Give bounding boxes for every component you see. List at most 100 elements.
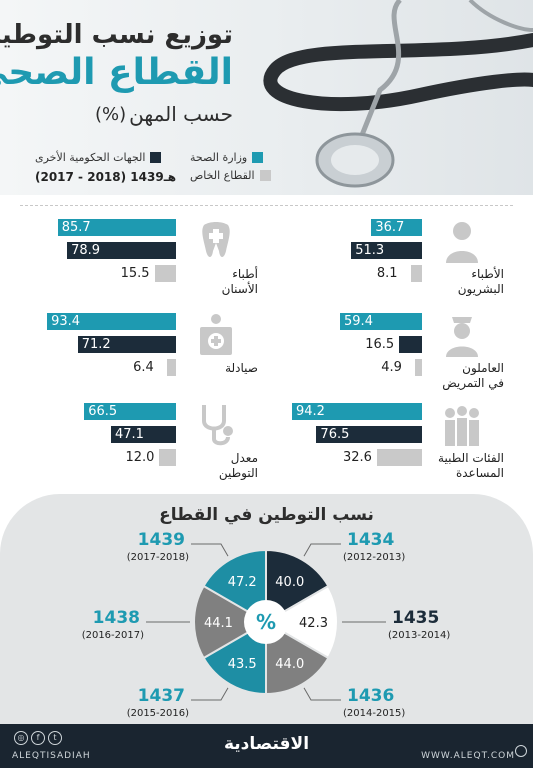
bar-3-series-2 — [399, 336, 422, 353]
pie-slice-label: 43.5 — [228, 657, 257, 672]
leader-line — [191, 543, 229, 557]
leader-line — [191, 687, 229, 701]
footer-logo: الاقتصادية — [223, 734, 310, 754]
pharmacy-icon — [194, 311, 238, 363]
bar-label: 12.0 — [125, 450, 155, 465]
pie-year: 1434 — [347, 530, 395, 551]
pie-slice-label: 44.0 — [275, 657, 304, 672]
category-label: أطباء الأسنان — [221, 267, 258, 296]
footer-site[interactable]: WWW.ALEQT.COM — [421, 751, 515, 761]
bar-label: 78.9 — [71, 243, 101, 258]
pie-slice-label: 47.2 — [228, 575, 257, 590]
nurse-icon — [440, 311, 484, 363]
category-label: الفئات الطبية المساعدة — [438, 451, 504, 480]
tooth-icon — [194, 217, 238, 269]
bar-3-series-1 — [340, 313, 422, 330]
leader-line — [303, 543, 341, 557]
pie-title: نسب التوطين في القطاع — [159, 505, 374, 525]
pie-year-range: (2015-2016) — [126, 707, 189, 719]
bar-2-series-1 — [57, 219, 176, 236]
bar-2-series-3 — [154, 265, 176, 282]
bar-1-series-3 — [410, 265, 422, 282]
bar-label: 47.1 — [115, 427, 144, 442]
category-label: الأطباء البشريون — [457, 267, 504, 296]
legend-private-label: القطاع الخاص — [190, 169, 255, 182]
legend-moh-swatch — [252, 152, 264, 163]
pie-year-range: (2013-2014) — [388, 630, 451, 641]
pie-slice-1437 — [202, 620, 267, 696]
instagram-icon[interactable]: ◎ — [14, 731, 28, 745]
pie-chart: 40.0 42.3 44.0 43.5 44.1 47.2% — [146, 543, 386, 701]
bar-label: 36.7 — [375, 220, 405, 235]
bar-label: 66.5 — [88, 404, 118, 419]
title-line2: القطاع الصحي — [0, 52, 233, 93]
pie-center — [244, 600, 288, 644]
bar-5-series-3 — [377, 449, 422, 466]
bar-label: 15.5 — [120, 266, 150, 281]
category-label: العاملون في التمريض — [442, 361, 504, 390]
pie-year: 1435 — [392, 608, 440, 628]
globe-icon — [515, 745, 527, 757]
footer: ◎ f t ALEQTISADIAH الاقتصادية WWW.ALEQT.… — [0, 724, 533, 768]
bar-6-series-3 — [159, 449, 176, 466]
bar-5-series-2 — [316, 426, 422, 443]
bar-label: 93.4 — [51, 314, 81, 329]
bar-label: 76.5 — [320, 427, 350, 442]
pie-center-label: % — [256, 610, 276, 634]
stethoscope-icon — [194, 401, 238, 453]
pie-slice-label: 44.1 — [204, 616, 233, 631]
pie-year: 1436 — [347, 685, 395, 706]
pie-year: 1437 — [137, 685, 185, 706]
bar-1-series-1 — [371, 219, 422, 236]
bar-label: 32.6 — [343, 450, 372, 465]
bar-4-series-1 — [47, 313, 176, 330]
bar-label: 4.9 — [381, 360, 402, 375]
pie-year: 1439 — [137, 530, 185, 551]
bar-label: 94.2 — [296, 404, 325, 419]
legend-gov: الجهات الحكومية الأخرى — [35, 151, 162, 164]
bar-label: 85.7 — [61, 220, 91, 235]
pie-slice-label: 40.0 — [275, 575, 304, 590]
twitter-icon[interactable]: t — [48, 731, 62, 745]
legend-gov-label: الجهات الحكومية الأخرى — [35, 151, 146, 164]
staff-icon — [440, 401, 484, 453]
bar-2-series-2 — [67, 242, 176, 259]
pie-year: 1438 — [92, 608, 140, 628]
bar-label: 6.4 — [133, 360, 154, 375]
leader-line — [303, 687, 341, 701]
pie-year-range: (2017-2018) — [126, 552, 189, 564]
bar-6-series-2 — [111, 426, 176, 443]
title-line3: حسب المهن — [129, 102, 233, 126]
pie-year-range: (2012-2013) — [343, 552, 406, 564]
pie-year-range: (2014-2015) — [343, 707, 406, 719]
title-line1: توزيع نسب التوطين في — [0, 20, 233, 50]
pie-slice-1434 — [265, 548, 330, 624]
facebook-icon[interactable]: f — [31, 731, 45, 745]
bar-label: 71.2 — [81, 337, 111, 352]
category-label: معدل التوطين — [218, 451, 258, 480]
legend-private-swatch — [259, 170, 271, 181]
bar-4-series-3 — [167, 359, 176, 376]
bar-label: 16.5 — [365, 337, 395, 352]
legend-moh: وزارة الصحة — [190, 151, 264, 164]
bar-3-series-3 — [415, 359, 422, 376]
stethoscope-photo — [263, 0, 533, 188]
bar-label: 59.4 — [344, 314, 373, 329]
divider — [20, 205, 513, 206]
doctor-icon — [440, 217, 484, 269]
bar-6-series-1 — [84, 403, 176, 420]
pie-slice-1439 — [202, 548, 267, 624]
header: توزيع نسب التوطين في القطاع الصحي حسب ال… — [0, 0, 533, 195]
unit-label: (%) — [95, 104, 127, 125]
bar-label: 51.3 — [355, 243, 385, 258]
bar-5-series-1 — [292, 403, 422, 420]
bar-4-series-2 — [77, 336, 176, 353]
category-label: صيادلة — [225, 361, 258, 375]
legend-private: القطاع الخاص — [190, 169, 271, 182]
pie-slice-label: 42.3 — [299, 616, 328, 631]
pie-slice-1435 — [263, 584, 339, 660]
pie-slice-1436 — [265, 620, 330, 696]
pie-year-range: (2016-2017) — [81, 630, 144, 641]
legend-moh-label: وزارة الصحة — [190, 151, 248, 164]
pie-slice-1438 — [193, 584, 269, 660]
